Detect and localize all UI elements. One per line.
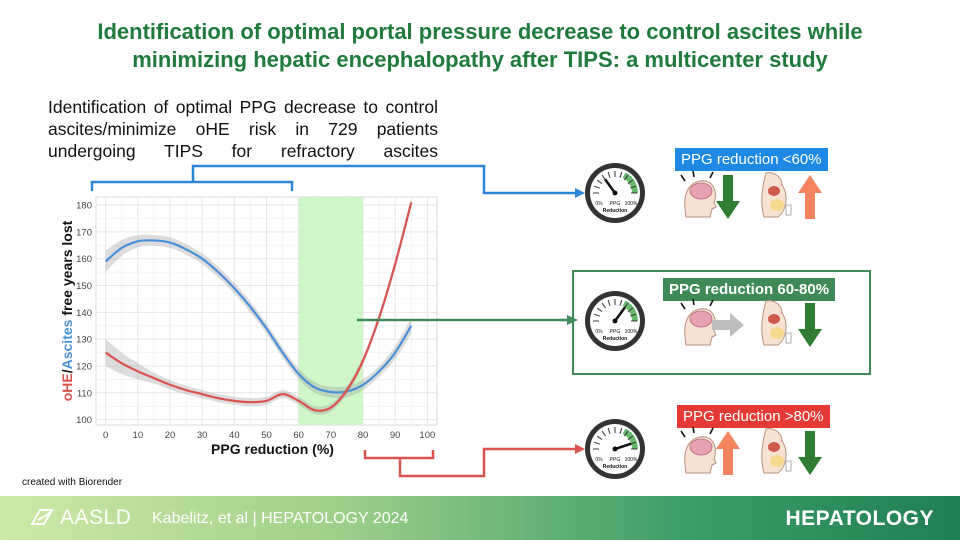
y-tick-label: 160: [76, 254, 92, 265]
y-axis-label-part: oHE: [59, 373, 75, 401]
x-tick-label: 10: [133, 430, 144, 441]
page-title: Identification of optimal portal pressur…: [0, 18, 960, 74]
y-tick-label: 180: [76, 201, 92, 212]
x-tick-label: 20: [165, 430, 176, 441]
citation: Kabelitz, et al | HEPATOLOGY 2024: [152, 510, 409, 527]
y-tick-label: 170: [76, 227, 92, 238]
x-tick-label: 60: [293, 430, 304, 441]
ohe-line: [105, 202, 413, 412]
blue-arrowhead: [575, 188, 585, 198]
footer-bar: AASLD Kabelitz, et al | HEPATOLOGY 2024 …: [0, 496, 960, 540]
title-line-1: Identification of optimal portal pressur…: [97, 19, 863, 44]
title-line-2: minimizing hepatic encephalopathy after …: [132, 47, 828, 72]
optimal-range-frame: [572, 270, 871, 375]
y-tick-label: 100: [76, 415, 92, 426]
y-tick-label: 110: [77, 388, 92, 399]
x-tick-label: 50: [261, 430, 272, 441]
optimal-range-band: [298, 197, 364, 425]
panel-label-high: PPG reduction >80%: [677, 405, 830, 428]
x-tick-label: 100: [419, 430, 435, 441]
red-arrowhead: [575, 444, 585, 454]
ascites-line: [104, 239, 413, 394]
journal-logo: HEPATOLOGY: [785, 507, 934, 530]
x-tick-label: 90: [390, 430, 401, 441]
plot-area: 0 10 20 30 40 50 60 70 80 90 100 100 110 120 130 140 150…: [59, 196, 438, 457]
connector-lines: [90, 164, 585, 478]
y-axis-label-part: /: [59, 369, 75, 373]
x-tick-label: 40: [229, 430, 240, 441]
aasld-mark-icon: [30, 509, 54, 525]
x-tick-label: 70: [326, 430, 337, 441]
blue-bracket: [90, 164, 575, 195]
credit-note: created with Biorender: [22, 477, 123, 488]
aasld-text: AASLD: [60, 506, 132, 529]
y-axis-label-part: Ascites: [59, 319, 75, 369]
y-tick-label: 150: [76, 281, 92, 292]
y-tick-label: 130: [76, 335, 92, 346]
study-description: Identification of optimal PPG decrease t…: [48, 97, 438, 161]
aasld-logo: AASLD: [30, 506, 131, 530]
y-axis-label-part: free years lost: [59, 220, 75, 319]
red-bracket: [363, 447, 575, 478]
y-axis-label: oHE/Ascites free years lost: [59, 220, 75, 401]
x-tick-label: 30: [197, 430, 208, 441]
y-tick-label: 120: [76, 361, 92, 372]
x-tick-label: 0: [103, 430, 108, 441]
x-axis-label: PPG reduction (%): [211, 441, 334, 457]
panel-label-optimal: PPG reduction 60-80%: [663, 278, 836, 301]
panel-label-low: PPG reduction <60%: [675, 148, 828, 171]
y-tick-label: 140: [76, 308, 92, 319]
x-tick-label: 80: [358, 430, 369, 441]
